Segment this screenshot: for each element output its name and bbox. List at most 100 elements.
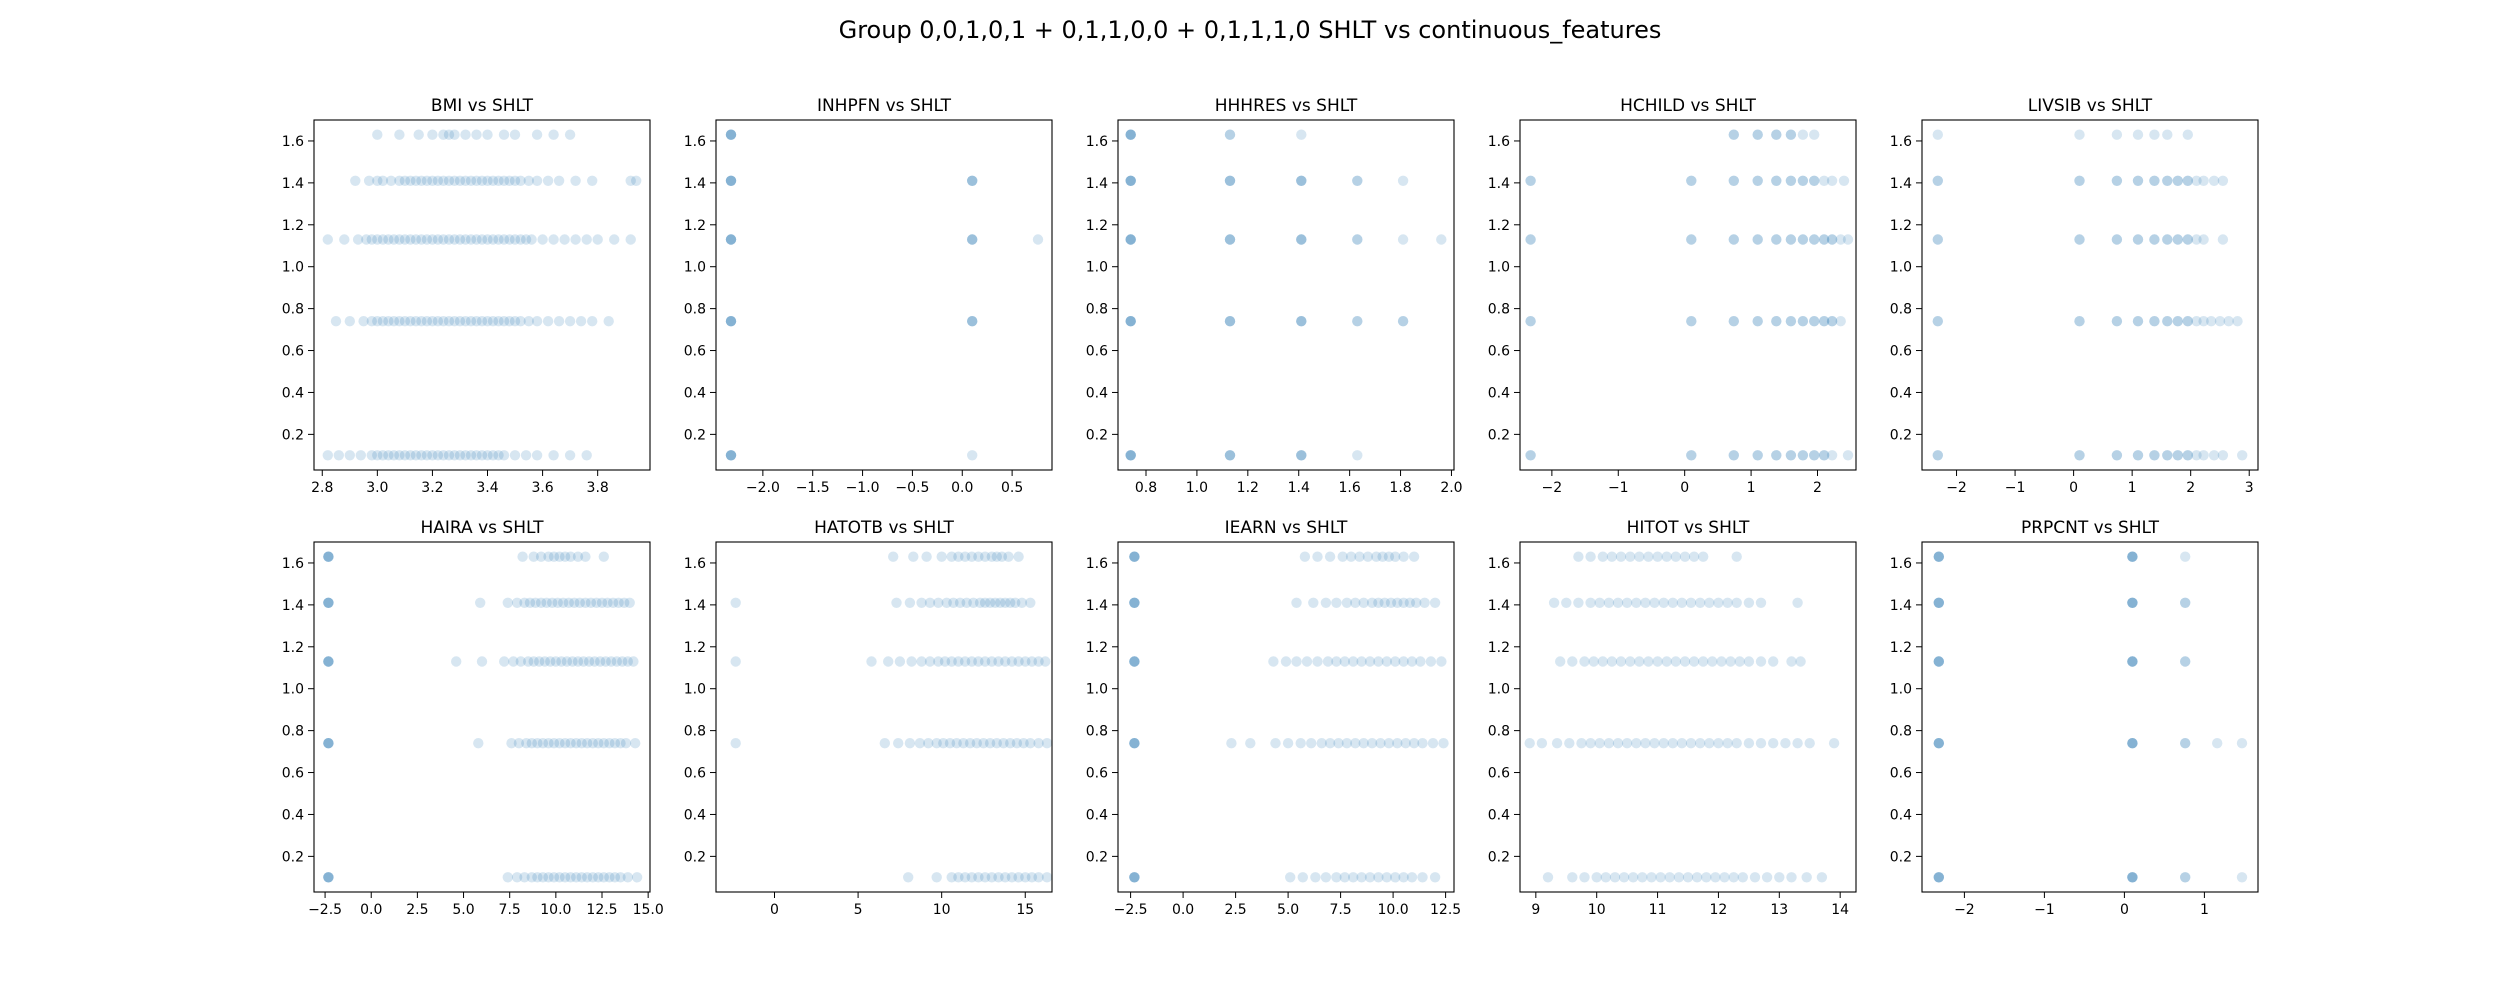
data-point — [1585, 597, 1596, 608]
data-point — [399, 450, 411, 461]
data-point — [405, 450, 416, 461]
data-point — [1125, 129, 1136, 140]
data-point — [1842, 450, 1854, 461]
subplot-title: LIVSIB vs SHLT — [2028, 96, 2153, 116]
data-point — [2180, 872, 2191, 883]
data-point — [558, 597, 569, 608]
data-point — [1701, 872, 1712, 883]
data-point — [1348, 872, 1359, 883]
data-point — [1809, 234, 1820, 245]
data-point — [2172, 234, 2183, 245]
data-point — [2127, 597, 2138, 608]
data-point — [1400, 738, 1411, 749]
data-point — [967, 175, 978, 186]
data-point — [1224, 175, 1236, 186]
data-point — [725, 234, 737, 245]
data-point — [1125, 316, 1136, 327]
data-point — [1301, 656, 1313, 667]
data-point — [2180, 872, 2191, 883]
data-point — [1350, 597, 1361, 608]
data-point — [1025, 597, 1036, 608]
data-point — [350, 175, 361, 186]
data-point — [2111, 175, 2123, 186]
data-point — [1352, 175, 1363, 186]
data-point — [725, 234, 737, 245]
data-point — [543, 872, 554, 883]
y-tick-label: 0.4 — [282, 807, 304, 823]
data-point — [2180, 656, 2191, 667]
subplot-title: PRPCNT vs SHLT — [2021, 518, 2160, 538]
data-point — [979, 872, 991, 883]
data-point — [322, 450, 333, 461]
data-point — [1224, 129, 1236, 140]
data-point — [604, 872, 615, 883]
data-point — [1429, 597, 1441, 608]
data-point — [1125, 175, 1136, 186]
data-point — [1383, 551, 1395, 562]
data-point — [967, 234, 978, 245]
data-point — [1615, 656, 1627, 667]
data-point — [966, 656, 977, 667]
data-point — [1397, 175, 1409, 186]
data-point — [1373, 872, 1384, 883]
data-point — [1033, 656, 1044, 667]
data-point — [1296, 175, 1307, 186]
data-point — [377, 450, 389, 461]
data-point — [1710, 872, 1721, 883]
data-point — [1296, 316, 1307, 327]
data-point — [1224, 316, 1236, 327]
y-tick-label: 0.4 — [282, 385, 304, 401]
data-point — [1366, 597, 1378, 608]
data-point — [990, 597, 1001, 608]
data-point — [1731, 551, 1742, 562]
x-tick-label: −0.5 — [895, 480, 929, 496]
data-point — [1933, 738, 1945, 749]
data-point — [498, 234, 510, 245]
data-point — [1245, 738, 1256, 749]
data-point — [906, 656, 917, 667]
data-point — [563, 597, 574, 608]
data-point — [1341, 738, 1353, 749]
data-point — [1392, 738, 1403, 749]
data-point — [532, 738, 543, 749]
data-point — [1725, 656, 1736, 667]
data-point — [1797, 234, 1809, 245]
data-point — [624, 597, 635, 608]
y-tick-label: 0.4 — [1488, 807, 1510, 823]
data-point — [564, 316, 576, 327]
data-point — [2127, 551, 2138, 562]
data-point — [891, 597, 902, 608]
data-point — [1362, 551, 1374, 562]
data-point — [2111, 450, 2123, 461]
data-point — [1561, 597, 1572, 608]
data-point — [528, 551, 539, 562]
data-point — [1625, 656, 1636, 667]
data-point — [1125, 450, 1136, 461]
data-point — [1722, 597, 1733, 608]
data-point — [443, 450, 455, 461]
data-point — [487, 175, 499, 186]
data-point — [1816, 872, 1828, 883]
data-point — [1731, 597, 1742, 608]
data-point — [530, 597, 541, 608]
data-point — [416, 175, 427, 186]
data-point — [1698, 656, 1709, 667]
data-point — [1728, 129, 1740, 140]
data-point — [526, 738, 537, 749]
data-point — [1932, 175, 1944, 186]
data-point — [589, 656, 600, 667]
data-point — [2149, 450, 2160, 461]
data-point — [1933, 872, 1945, 883]
data-point — [1686, 316, 1697, 327]
y-tick-label: 1.0 — [1086, 682, 1108, 698]
data-point — [509, 450, 521, 461]
subplot-hhhres: HHHRES vs SHLT 0.8 1.0 1.2 1.4 1.6 1.8 2.0 0.2 0.… — [1086, 96, 1463, 496]
data-point — [1125, 175, 1136, 186]
data-point — [322, 234, 333, 245]
x-tick-label: 2.5 — [406, 902, 428, 918]
data-point — [383, 234, 394, 245]
data-point — [967, 316, 978, 327]
data-point — [515, 316, 526, 327]
data-point — [1640, 597, 1651, 608]
data-point — [1129, 656, 1140, 667]
